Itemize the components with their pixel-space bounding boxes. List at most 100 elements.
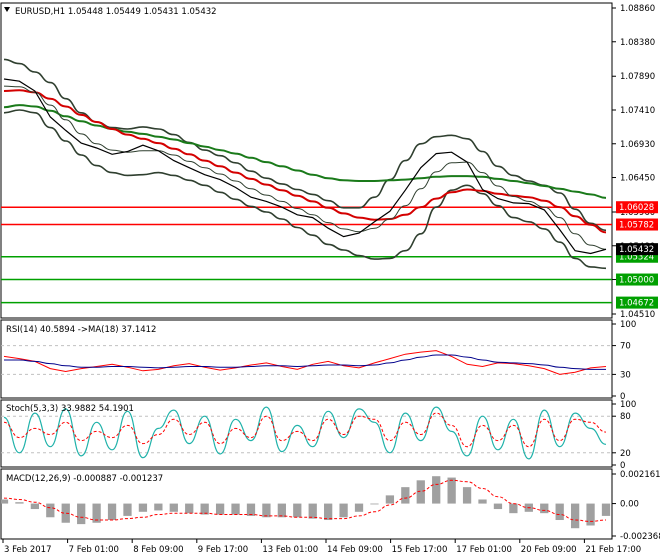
- macd-hist-bar: [385, 495, 395, 504]
- x-tick-label: 9 Feb 17:00: [198, 545, 248, 555]
- macd-hist-bar: [30, 503, 40, 510]
- time-axis: 3 Feb 2017 7 Feb 01:00 8 Feb 09:00 9 Feb 17…: [2, 539, 641, 555]
- x-tick-label: 7 Feb 01:00: [69, 545, 119, 555]
- y-tick-label: 1.07410: [620, 106, 655, 116]
- macd-hist-bar: [1, 499, 9, 504]
- macd-y-axis: 0.002161 0.00 -0.002368: [612, 470, 660, 542]
- macd-hist-bar: [169, 503, 178, 512]
- macd-hist-bar: [92, 503, 101, 523]
- sma-slow-line: [3, 104, 607, 199]
- macd-hist-bar: [231, 503, 240, 515]
- sma-fast-line: [3, 85, 607, 250]
- macd-panel[interactable]: MACD(12,26,9) -0.000887 -0.001237 0.0021…: [0, 468, 660, 542]
- x-tick-label: 13 Feb 01:00: [262, 545, 318, 555]
- symbol-dropdown-icon[interactable]: [4, 7, 10, 12]
- x-tick-label: 14 Feb 09:00: [327, 545, 383, 555]
- macd-hist-bar: [277, 503, 286, 518]
- macd-hist-bar: [493, 503, 503, 510]
- macd-hist-bar: [200, 503, 209, 515]
- macd-hist-bar: [77, 503, 86, 525]
- rsi-y-axis: 100 70 30 0: [612, 320, 636, 402]
- macd-hist-bar: [262, 503, 271, 518]
- macd-signal-line: [3, 479, 607, 522]
- ema-line: [3, 89, 607, 234]
- stoch-panel-frame: [0, 399, 613, 468]
- y-tick-label: 0: [620, 392, 625, 402]
- level-tag-1.06028: 1.06028: [619, 203, 654, 213]
- level-tag-1.05782: 1.05782: [619, 221, 654, 231]
- macd-hist-bar: [339, 503, 348, 518]
- macd-hist-bar: [354, 503, 364, 512]
- rsi-line: [3, 350, 607, 375]
- macd-hist-bar: [246, 503, 256, 516]
- x-tick-label: 15 Feb 17:00: [392, 545, 448, 555]
- rsi-ma-line: [4, 354, 606, 370]
- macd-header: MACD(12,26,9) -0.000887 -0.001237: [6, 474, 163, 484]
- rsi-series-layer: [1, 345, 612, 375]
- level-tag-bg: [616, 201, 658, 214]
- y-tick-label: 100: [620, 320, 636, 330]
- level-tag-bg: [616, 296, 658, 309]
- y-tick-label: 1.04510: [620, 310, 655, 320]
- y-tick-label: 70: [620, 342, 631, 352]
- macd-hist-bar: [540, 503, 549, 514]
- y-tick-label: 1.08380: [620, 38, 655, 48]
- y-tick-label: 0.00: [620, 500, 639, 510]
- y-tick-label: 1.06450: [620, 174, 655, 184]
- rsi-panel-frame: [0, 319, 613, 399]
- x-tick-label: 20 Feb 09:00: [521, 545, 577, 555]
- x-tick-label: 8 Feb 09:00: [133, 545, 183, 555]
- stoch-y-axis: 100 80 20 0: [612, 400, 636, 471]
- x-tick-label: 17 Feb 01:00: [456, 545, 512, 555]
- macd-hist-bar: [61, 503, 70, 523]
- y-tick-label: 100: [620, 400, 636, 410]
- macd-hist-bar: [185, 503, 194, 514]
- x-tick-label: 21 Feb 17:00: [585, 545, 641, 555]
- x-tick-label: 3 Feb 2017: [4, 545, 52, 555]
- macd-hist-bar: [293, 503, 302, 518]
- macd-hist-bar: [324, 503, 333, 521]
- stoch-header: Stoch(5,3,3) 33.9882 54.1901: [6, 404, 134, 414]
- level-tag-1.04672: 1.04672: [619, 299, 654, 309]
- y-tick-label: 1.08860: [620, 4, 655, 14]
- macd-hist-bar: [308, 503, 317, 519]
- y-tick-label: 0.002161: [620, 470, 660, 480]
- level-tag-1.05324: 1.05324: [619, 253, 654, 263]
- bollinger-lower-line: [3, 109, 607, 270]
- macd-series-layer: [1, 476, 611, 529]
- macd-hist-bar: [154, 503, 163, 511]
- price-tag-label: 1.05432: [619, 245, 654, 255]
- main-header: EURUSD,H1 1.05448 1.05449 1.05431 1.0543…: [15, 7, 217, 17]
- price-line: [3, 78, 607, 255]
- y-tick-label: 0: [620, 461, 625, 471]
- level-tag-1.05000: 1.05000: [619, 276, 654, 286]
- y-tick-label: -0.002368: [620, 532, 660, 542]
- main-panel[interactable]: EURUSD,H1 1.05448 1.05449 1.05431 1.0543…: [0, 2, 658, 320]
- macd-hist-bar: [46, 503, 55, 518]
- macd-hist-bar: [215, 503, 225, 515]
- macd-hist-bar: [15, 502, 24, 504]
- macd-hist-bar: [401, 487, 410, 504]
- macd-hist-bar: [478, 499, 487, 504]
- macd-hist-bar: [586, 503, 595, 526]
- macd-hist-bar: [138, 503, 148, 512]
- level-tags: 1.06028 1.05782 1.05324 1.05000 1.04672 1.054…: [616, 201, 658, 309]
- y-tick-label: 1.07890: [620, 72, 655, 82]
- y-tick-label: 30: [620, 370, 631, 380]
- y-tick-label: 1.06930: [620, 140, 655, 150]
- macd-hist-bar: [370, 503, 379, 505]
- rsi-panel[interactable]: RSI(14) 40.5894 ->MA(18) 37.1412 100 70 30…: [0, 319, 636, 402]
- stoch-panel[interactable]: Stoch(5,3,3) 33.9882 54.1901 100 80 20 0: [0, 399, 636, 471]
- macd-hist-bar: [416, 480, 425, 504]
- level-tag-bg: [616, 218, 658, 231]
- macd-hist-bar: [601, 503, 611, 516]
- macd-hist-bar: [107, 503, 117, 521]
- macd-hist-bar: [462, 487, 472, 504]
- price-tag-bg: [616, 243, 658, 256]
- macd-hist-bar: [509, 503, 518, 514]
- stoch-series-layer: [1, 406, 612, 460]
- y-tick-label: 20: [620, 449, 631, 459]
- macd-hist-bar: [123, 503, 132, 516]
- y-tick-label: 80: [620, 412, 631, 422]
